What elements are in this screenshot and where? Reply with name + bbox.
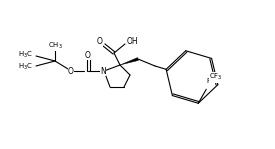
Text: N: N <box>100 66 106 76</box>
Text: $\mathregular{H_3C}$: $\mathregular{H_3C}$ <box>18 50 33 60</box>
Text: OH: OH <box>126 37 138 45</box>
Text: O: O <box>85 51 91 59</box>
Text: O: O <box>97 38 103 46</box>
Polygon shape <box>120 58 139 65</box>
Text: O: O <box>68 66 74 76</box>
Text: F: F <box>206 78 210 84</box>
Text: $\mathregular{H_3C}$: $\mathregular{H_3C}$ <box>18 62 33 72</box>
Text: $\mathregular{CF_3}$: $\mathregular{CF_3}$ <box>210 72 223 82</box>
Text: $\mathregular{CH_3}$: $\mathregular{CH_3}$ <box>48 41 62 51</box>
